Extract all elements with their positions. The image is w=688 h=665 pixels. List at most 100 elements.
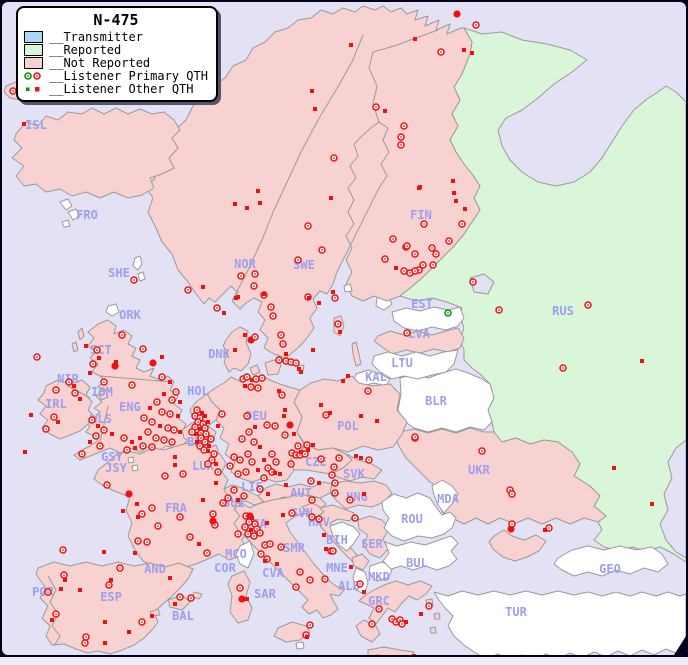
listener-primary-qth-marker	[400, 122, 408, 130]
listener-primary-qth-marker	[158, 373, 166, 381]
transmitter-swatch	[24, 30, 43, 43]
listener-primary-qth-marker	[411, 433, 419, 441]
listener-primary-qth-marker	[356, 580, 364, 588]
listener-other-qth-marker	[207, 444, 211, 448]
listener-primary-qth-marker	[286, 421, 294, 429]
country-she2	[137, 271, 146, 282]
listener-other-qth-marker	[283, 408, 287, 412]
listener-other-qth-marker	[305, 635, 309, 639]
listener-primary-qth-marker	[214, 468, 222, 476]
listener-primary-qth-marker	[469, 278, 477, 286]
listener-other-qth-marker	[284, 352, 288, 356]
listener-other-qth-marker	[463, 207, 467, 211]
listener-primary-qth-marker	[240, 492, 248, 500]
country-aeg2	[433, 612, 441, 620]
listener-other-qth-marker	[266, 492, 270, 496]
listener-primary-qth-marker	[226, 462, 234, 470]
listener-other-qth-marker	[88, 371, 92, 375]
country-label-ESP: ESP	[100, 590, 122, 604]
listener-primary-qth-marker	[508, 490, 516, 498]
listener-other-qth-marker	[292, 432, 296, 436]
listener-primary-qth-marker	[303, 441, 311, 449]
country-mda	[431, 479, 459, 514]
country-label-BIH: BIH	[326, 533, 348, 547]
listener-other-qth-marker	[404, 620, 408, 624]
listener-primary-qth-marker	[71, 389, 79, 397]
listener-other-qth-marker	[97, 356, 101, 360]
listener-other-qth-marker	[133, 551, 137, 555]
listener-other-qth-marker	[103, 641, 107, 645]
corner-notch	[674, 636, 686, 655]
listener-primary-qth-marker	[294, 256, 302, 264]
listener-other-qth-marker	[84, 344, 88, 348]
listener-primary-qth-marker	[59, 546, 67, 554]
country-aeg3	[429, 626, 437, 634]
listener-primary-qth-marker	[176, 593, 184, 601]
country-ladoga	[469, 273, 495, 295]
country-grc	[358, 580, 433, 625]
legend-label: __Listener Other QTH	[49, 81, 194, 96]
listener-primary-qth-marker	[306, 621, 314, 629]
listener-primary-qth-marker	[247, 383, 255, 391]
listener-primary-qth-marker	[254, 384, 262, 392]
listener-primary-qth-marker	[411, 267, 419, 275]
listener-primary-qth-marker	[250, 532, 258, 540]
listener-primary-qth-marker	[330, 463, 338, 471]
legend-label: __Not Reported	[49, 55, 151, 70]
country-label-MCO: MCO	[225, 547, 247, 561]
listener-primary-qth-marker	[96, 442, 104, 450]
country-caspian	[659, 439, 686, 559]
border-nor-swe	[231, 34, 364, 302]
window-bottom-strip	[0, 657, 688, 665]
listener-other-qth-marker	[322, 533, 326, 537]
listener-primary-qth-marker	[318, 246, 326, 254]
listener-other-qth-marker	[162, 392, 166, 396]
listener-primary-qth-marker	[277, 331, 285, 339]
listener-other-qth-marker	[206, 449, 210, 453]
listener-primary-qth-marker	[381, 255, 389, 263]
country-label-SHE: SHE	[108, 266, 130, 280]
listener-other-qth-marker	[311, 443, 315, 447]
listener-primary-qth-marker	[128, 381, 136, 389]
listener-primary-qth-marker	[202, 430, 210, 438]
listener-primary-qth-marker	[242, 468, 250, 476]
country-chan2	[131, 464, 139, 472]
listener-primary-qth-marker	[148, 418, 156, 426]
listener-primary-qth-marker	[245, 428, 253, 436]
listener-primary-qth-marker	[143, 538, 151, 546]
listener-primary-qth-marker	[138, 618, 146, 626]
listener-primary-qth-marker	[263, 421, 271, 429]
listener-primary-qth-marker	[164, 424, 172, 432]
listener-primary-qth-marker	[116, 564, 124, 572]
listener-other-qth-marker	[277, 389, 281, 393]
country-label-ROU: ROU	[401, 512, 423, 526]
country-label-GRC: GRC	[368, 594, 390, 608]
listener-primary-qth-marker	[335, 454, 343, 462]
listener-primary-qth-marker	[584, 301, 592, 309]
listener-primary-qth-marker	[331, 294, 339, 302]
listener-other-qth-marker	[245, 597, 249, 601]
listener-other-qth-marker	[102, 550, 106, 554]
listener-other-qth-marker	[50, 618, 54, 622]
listener-other-qth-marker	[258, 445, 262, 449]
listener-primary-qth-marker	[268, 450, 276, 458]
listener-primary-qth-marker	[209, 517, 217, 525]
listener-other-qth-marker	[346, 374, 350, 378]
country-mne	[351, 553, 370, 571]
listener-other-qth-marker	[650, 502, 654, 506]
country-label-MKD: MKD	[368, 570, 390, 584]
country-dnk_zea	[264, 359, 282, 376]
listener-other-qth-marker	[349, 43, 353, 47]
listener-other-qth-marker	[299, 450, 303, 454]
country-dnk_fyn	[249, 364, 261, 376]
country-label-RUS: RUS	[552, 304, 574, 318]
legend-label: __Listener Primary QTH	[49, 68, 208, 83]
listener-primary-qth-marker	[328, 471, 336, 479]
country-label-FRA: FRA	[165, 501, 187, 515]
country-oland	[351, 341, 362, 367]
listener-primary-qth-marker	[445, 237, 453, 245]
listener-other-qth-marker	[176, 414, 180, 418]
country-label-ORK: ORK	[119, 308, 141, 322]
listener-other-qth-marker	[136, 515, 140, 519]
